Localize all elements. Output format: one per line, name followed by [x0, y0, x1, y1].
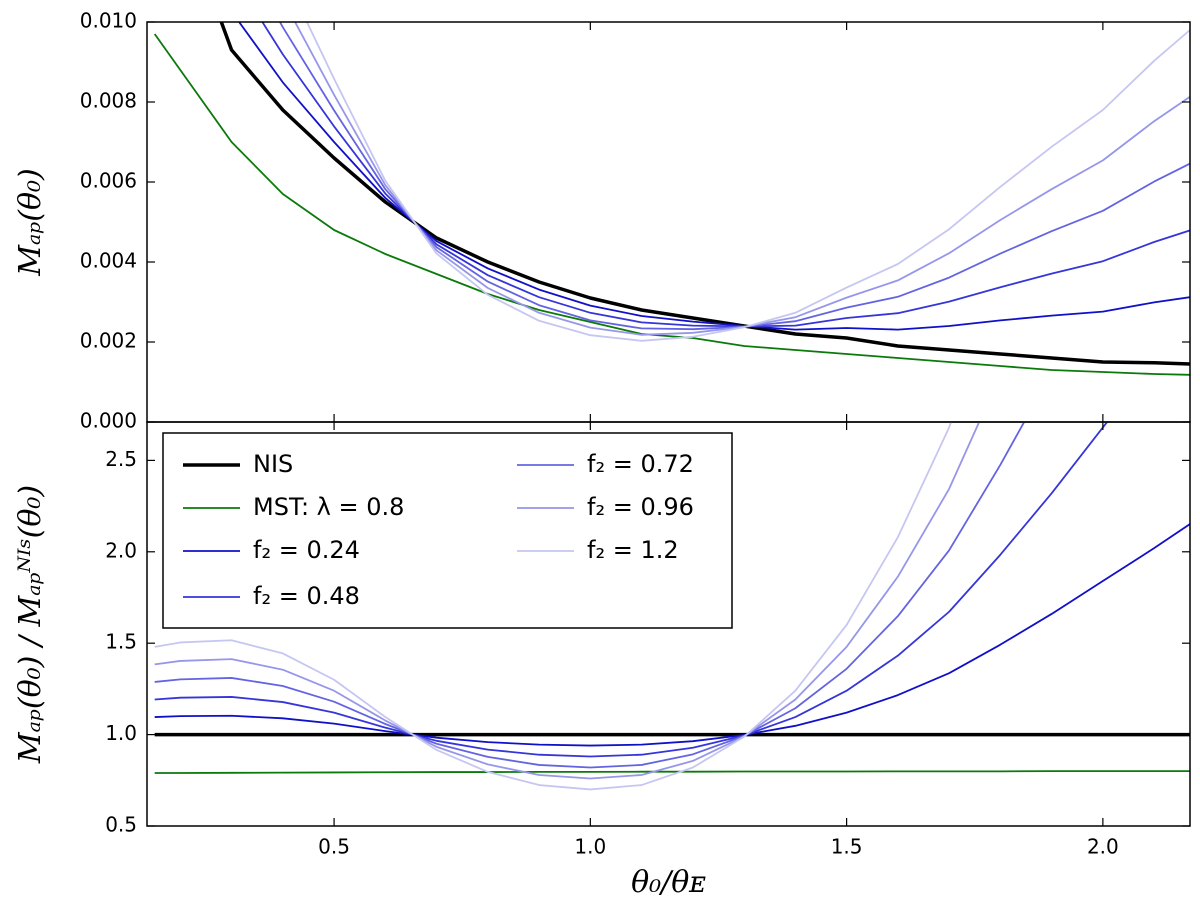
y-tick-label: 0.010 [80, 9, 137, 33]
plot-lines [154, 422, 1190, 791]
y-tick-label: 2.0 [105, 538, 137, 562]
legend-box [162, 432, 733, 629]
series-line [154, 523, 1190, 747]
series-line [294, 22, 1190, 336]
axes-frame [146, 421, 1191, 827]
series-line [237, 22, 1190, 331]
y-tick-label: 0.008 [80, 89, 137, 113]
y-tick-label: 1.0 [105, 721, 137, 745]
legend-label: f₂ = 0.96 [587, 493, 694, 521]
x-tick-label: 1.0 [574, 835, 606, 859]
y-tick-label: 0.5 [105, 813, 137, 837]
legend: NIS MST: λ = 0.8 f₂ = 0.24 f₂ = 0.48 f₂ = 0.… [162, 432, 733, 629]
x-tick-label: 0.5 [318, 835, 350, 859]
series-line [305, 22, 1190, 342]
legend-label: f₂ = 0.48 [253, 582, 360, 610]
series-line [154, 422, 1026, 769]
series-line [261, 22, 1190, 328]
y-tick-label: 0.004 [80, 249, 137, 273]
legend-label: NIS [253, 450, 293, 478]
y-tick-label: 0.002 [80, 329, 137, 353]
legend-label: f₂ = 0.24 [253, 536, 360, 564]
series-line [154, 770, 1190, 774]
plot-lines [153, 22, 1190, 376]
y-tick-label: 0.006 [80, 169, 137, 193]
legend-label: f₂ = 1.2 [587, 536, 679, 564]
series-line [154, 422, 1109, 758]
series-line [278, 22, 1190, 331]
legend-label: f₂ = 0.72 [587, 450, 694, 478]
series-line [154, 422, 953, 791]
legend-label: MST: λ = 0.8 [253, 493, 404, 521]
series-line [153, 33, 1190, 376]
y-tick-label: 0.000 [80, 409, 137, 433]
y-tick-label: 1.5 [105, 630, 137, 654]
x-axis-label: θ₀/θᴇ [631, 865, 706, 900]
series-line [154, 422, 981, 780]
y-axis-label: Mₐₚ(θ₀) / Mₐₚᴺᴵˢ(θ₀) [13, 485, 48, 764]
y-axis-label: Mₐₚ(θ₀) [13, 168, 48, 276]
series-line [219, 22, 1190, 366]
x-tick-label: 2.0 [1087, 835, 1119, 859]
y-tick-label: 2.5 [105, 447, 137, 471]
x-tick-label: 1.5 [831, 835, 863, 859]
